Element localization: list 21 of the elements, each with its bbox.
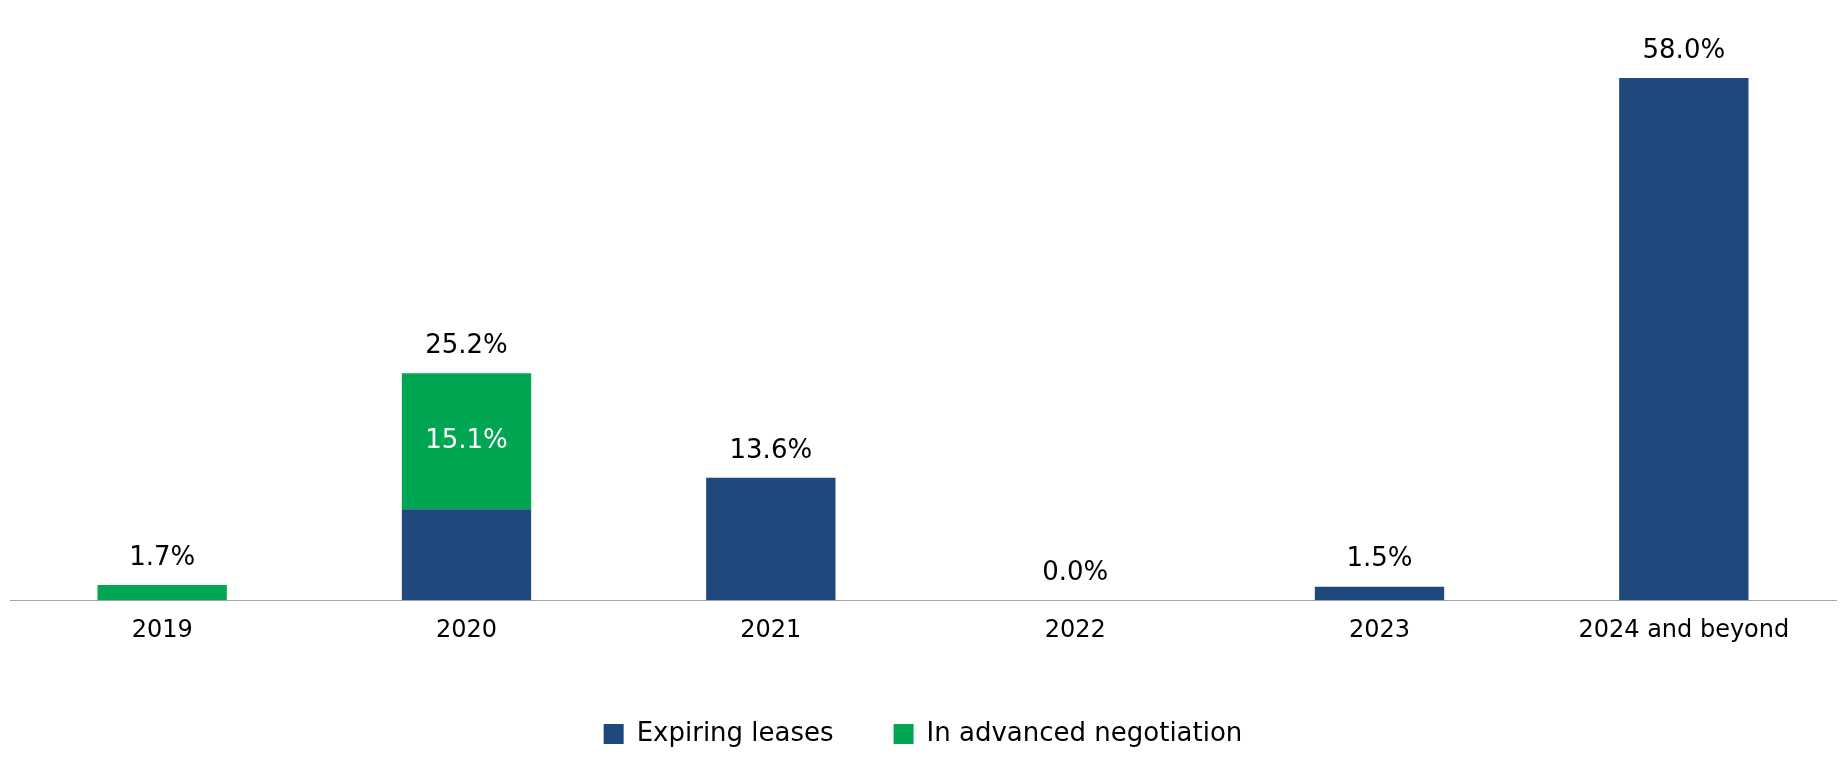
total-label: 58.0% xyxy=(1642,33,1726,64)
total-label: 1.5% xyxy=(1346,542,1413,573)
total-label: 13.6% xyxy=(729,433,813,464)
x-tick-label: 2024 and beyond xyxy=(1578,614,1790,643)
total-label: 0.0% xyxy=(1042,555,1109,586)
x-tick-label: 2021 xyxy=(740,614,802,643)
total-label: 25.2% xyxy=(425,329,508,360)
bar xyxy=(401,373,532,510)
bar xyxy=(401,509,532,601)
bar xyxy=(706,477,836,601)
bar xyxy=(1619,78,1749,601)
bar xyxy=(97,584,227,601)
data-label: 15.1% xyxy=(425,424,508,455)
total-label: 1.7% xyxy=(129,540,196,571)
x-tick-label: 2023 xyxy=(1348,614,1411,643)
x-tick-label: 2020 xyxy=(435,614,498,643)
x-tick-label: 2022 xyxy=(1044,614,1106,643)
bar xyxy=(1314,586,1445,601)
legend-label: Expiring leases xyxy=(636,716,834,747)
x-tick-label: 2019 xyxy=(131,614,193,643)
legend-label: In advanced negotiation xyxy=(926,716,1243,747)
